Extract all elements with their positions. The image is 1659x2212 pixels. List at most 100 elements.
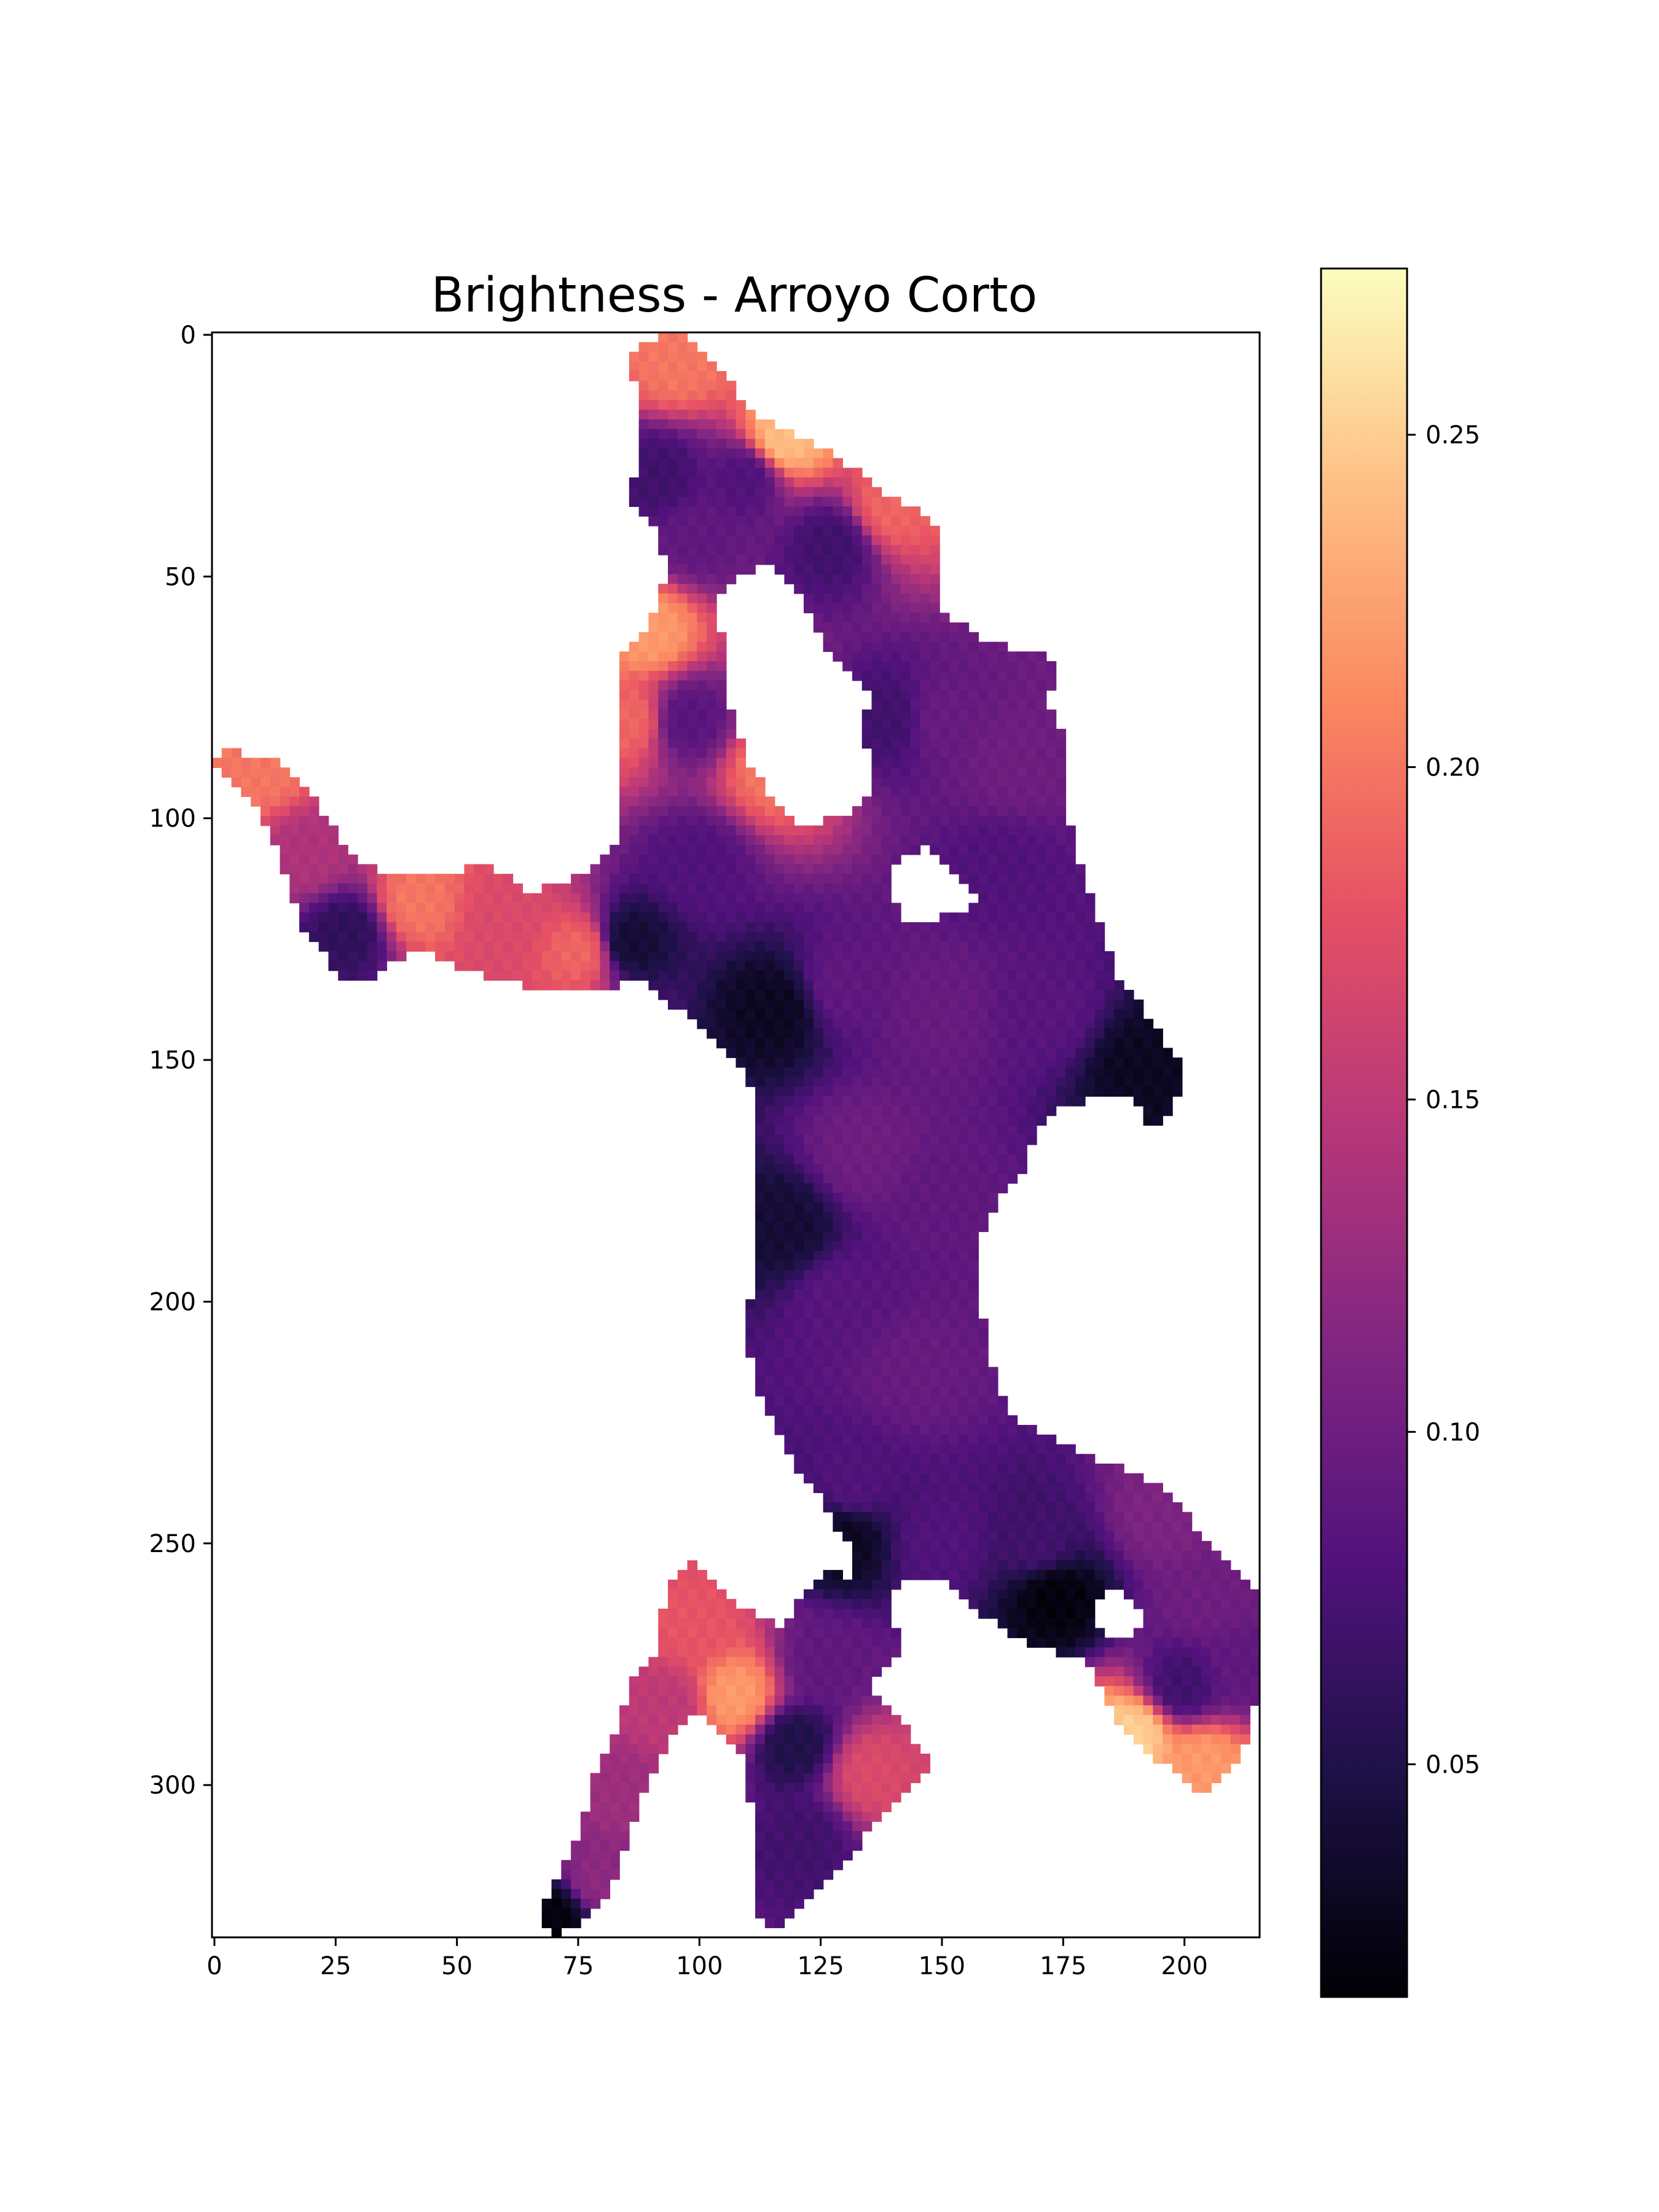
- heatmap-cell: [687, 864, 698, 874]
- heatmap-cell: [1172, 1637, 1183, 1648]
- heatmap-cell: [910, 1164, 921, 1174]
- heatmap-cell: [1094, 1657, 1105, 1668]
- heatmap-cell: [823, 545, 834, 555]
- heatmap-cell: [804, 1164, 814, 1174]
- heatmap-cell: [1201, 1676, 1212, 1687]
- heatmap-cell: [1007, 912, 1018, 923]
- heatmap-cell: [978, 1386, 989, 1397]
- heatmap-cell: [930, 699, 940, 710]
- heatmap-cell: [978, 893, 989, 904]
- heatmap-cell: [658, 980, 669, 990]
- heatmap-cell: [687, 1676, 698, 1687]
- heatmap-cell: [842, 1405, 853, 1416]
- heatmap-cell: [677, 1637, 688, 1648]
- heatmap-cell: [1056, 989, 1067, 1000]
- heatmap-cell: [939, 613, 950, 623]
- heatmap-cell: [920, 806, 931, 817]
- heatmap-cell: [900, 951, 911, 962]
- heatmap-cell: [1211, 1599, 1222, 1609]
- heatmap-cell: [871, 1434, 882, 1445]
- heatmap-cell: [1036, 1521, 1047, 1532]
- heatmap-cell: [959, 1579, 970, 1590]
- heatmap-cell: [852, 980, 863, 990]
- heatmap-cell: [1104, 1057, 1115, 1068]
- heatmap-cell: [764, 1009, 775, 1019]
- heatmap-cell: [852, 1202, 863, 1213]
- heatmap-cell: [987, 1173, 998, 1184]
- heatmap-cell: [280, 786, 291, 798]
- heatmap-cell: [813, 1473, 824, 1484]
- heatmap-cell: [930, 1231, 940, 1242]
- heatmap-cell: [774, 525, 785, 536]
- heatmap-cell: [997, 738, 1008, 749]
- heatmap-cell: [726, 468, 737, 478]
- heatmap-cell: [687, 506, 698, 517]
- heatmap-cell: [474, 893, 484, 904]
- heatmap-cell: [231, 748, 242, 759]
- heatmap-cell: [774, 1415, 785, 1426]
- heatmap-cell: [726, 525, 737, 536]
- heatmap-cell: [1007, 893, 1018, 904]
- heatmap-cell: [299, 825, 310, 836]
- heatmap-cell: [512, 903, 523, 913]
- heatmap-cell: [910, 815, 921, 826]
- heatmap-cell: [764, 1347, 775, 1358]
- heatmap-cell: [667, 535, 678, 546]
- heatmap-cell: [871, 603, 882, 614]
- heatmap-cell: [794, 1318, 804, 1329]
- heatmap-cell: [1065, 999, 1076, 1010]
- heatmap-cell: [610, 922, 620, 933]
- heatmap-cell: [541, 980, 552, 990]
- heatmap-cell: [648, 883, 659, 894]
- heatmap-cell: [648, 864, 659, 874]
- heatmap-cell: [755, 989, 766, 1000]
- heatmap-cell: [978, 690, 989, 700]
- heatmap-cell: [871, 1666, 882, 1677]
- heatmap-cell: [1153, 1115, 1163, 1126]
- heatmap-cell: [861, 806, 873, 817]
- heatmap-cell: [1114, 1077, 1124, 1088]
- heatmap-cell: [667, 390, 678, 401]
- heatmap-cell: [939, 1483, 950, 1493]
- heatmap-cell: [900, 1086, 911, 1097]
- heatmap-cell: [920, 564, 931, 575]
- heatmap-cell: [959, 1463, 970, 1474]
- heatmap-cell: [667, 719, 678, 729]
- heatmap-cell: [658, 419, 669, 430]
- heatmap-cell: [1046, 1521, 1057, 1532]
- heatmap-cell: [716, 574, 727, 584]
- heatmap-cell: [804, 893, 814, 904]
- heatmap-cell: [716, 825, 727, 836]
- heatmap-cell: [571, 903, 581, 913]
- heatmap-cell: [1046, 999, 1057, 1010]
- heatmap-cell: [1017, 1057, 1027, 1068]
- heatmap-cell: [318, 854, 329, 865]
- heatmap-cell: [716, 1657, 727, 1668]
- heatmap-cell: [784, 980, 795, 990]
- heatmap-cell: [1201, 1599, 1212, 1609]
- heatmap-cell: [997, 1579, 1008, 1590]
- heatmap-cell: [804, 1444, 814, 1455]
- heatmap-cell: [852, 1425, 863, 1435]
- heatmap-cell: [910, 1260, 921, 1271]
- heatmap-cell: [745, 883, 756, 894]
- heatmap-cell: [920, 1260, 931, 1271]
- heatmap-cell: [619, 709, 630, 720]
- heatmap-cell: [930, 1492, 940, 1503]
- heatmap-cell: [1240, 1618, 1251, 1629]
- heatmap-cell: [687, 516, 698, 527]
- heatmap-cell: [764, 458, 775, 469]
- heatmap-cell: [939, 1280, 950, 1290]
- heatmap-cell: [1201, 1685, 1212, 1696]
- heatmap-cell: [891, 1405, 901, 1416]
- heatmap-cell: [716, 680, 727, 691]
- heatmap-cell: [658, 825, 669, 836]
- heatmap-cell: [1075, 1067, 1086, 1078]
- heatmap-cell: [910, 670, 921, 681]
- heatmap-cell: [435, 922, 445, 933]
- heatmap-cell: [1036, 1483, 1047, 1493]
- heatmap-cell: [930, 1154, 940, 1164]
- heatmap-cell: [852, 1483, 863, 1493]
- heatmap-cell: [687, 989, 698, 1000]
- heatmap-cell: [861, 1685, 873, 1696]
